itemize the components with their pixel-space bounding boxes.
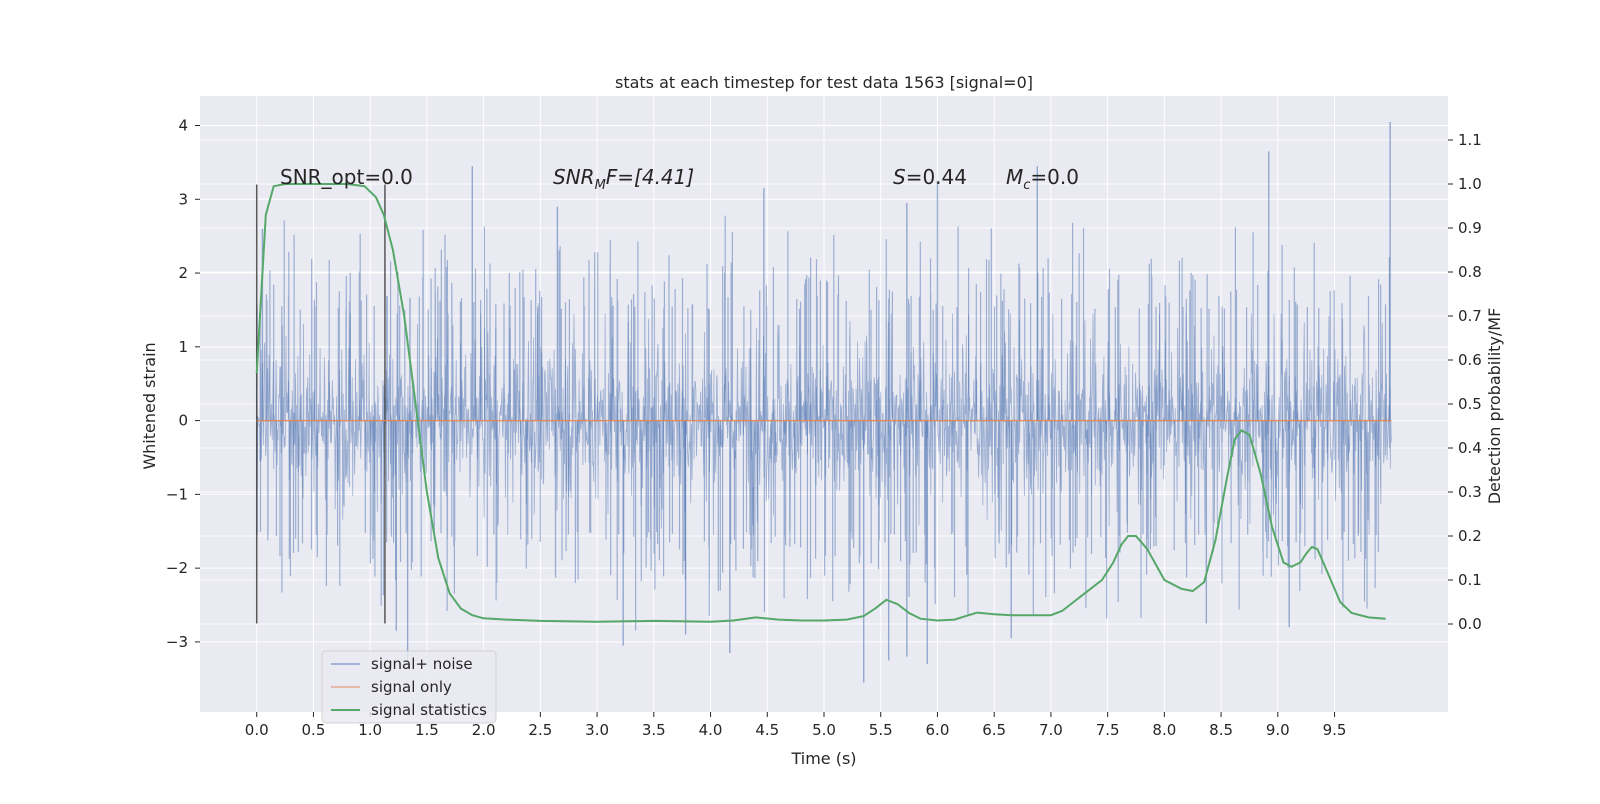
x-tick-label: 7.0 (1039, 721, 1063, 739)
x-tick-label: 8.5 (1209, 721, 1233, 739)
signal-statistics-line (255, 183, 1386, 623)
x-tick-label: 2.0 (472, 721, 496, 739)
annotation-snr-opt: SNR_opt=0.0 (280, 165, 413, 189)
y-tick-label: 4 (178, 117, 188, 135)
y2-tick-label: 0.0 (1458, 615, 1482, 633)
x-tick-label: 3.0 (585, 721, 609, 739)
vertical-markers (255, 184, 386, 624)
x-tick-label: 1.5 (415, 721, 439, 739)
y-tick-label: 3 (178, 190, 188, 208)
y2-tick-label: 1.1 (1458, 131, 1482, 149)
y2-tick-label: 0.1 (1458, 571, 1482, 589)
y2-tick-label: 0.2 (1458, 527, 1482, 545)
signal-noise-series (256, 121, 1392, 683)
x-tick-label: 5.0 (812, 721, 836, 739)
x-tick-label: 8.0 (1152, 721, 1176, 739)
legend-label-stats: signal statistics (371, 701, 487, 719)
y-tick-label: −2 (166, 559, 188, 577)
y-tick-label: 1 (178, 338, 188, 356)
x-tick-label: 6.0 (926, 721, 950, 739)
chart-title: stats at each timestep for test data 156… (615, 73, 1033, 92)
signal-statistics-series (255, 183, 1386, 623)
y2-axis-label: Detection probability/MF (1485, 308, 1504, 505)
y2-tick-label: 0.5 (1458, 395, 1482, 413)
annotation-s: S=0.44 (893, 165, 967, 189)
x-axis-ticks: 0.0 0.5 1.0 1.5 2.0 2.5 3.0 3.5 4.0 4.5 5.0 5.5 6.0 6… (245, 712, 1347, 739)
legend-label-noise: signal+ noise (371, 655, 473, 673)
y2-tick-label: 0.4 (1458, 439, 1482, 457)
y-tick-label: −3 (166, 633, 188, 651)
x-tick-label: 4.0 (699, 721, 723, 739)
x-tick-label: 3.5 (642, 721, 666, 739)
y2-tick-label: 0.7 (1458, 307, 1482, 325)
y2-tick-label: 0.3 (1458, 483, 1482, 501)
x-tick-label: 9.5 (1323, 721, 1347, 739)
x-tick-label: 9.0 (1266, 721, 1290, 739)
x-tick-label: 1.0 (358, 721, 382, 739)
noise-spikes (256, 215, 1390, 631)
legend-box (321, 650, 497, 724)
x-tick-label: 7.5 (1096, 721, 1120, 739)
y2-axis-ticks: 1.1 1.0 0.9 0.8 0.7 0.6 0.5 0.4 0.3 0.2 0.1 0.0 (1448, 131, 1482, 633)
x-axis-label: Time (s) (790, 749, 856, 768)
x-tick-label: 0.5 (302, 721, 326, 739)
y-tick-label: −1 (166, 485, 188, 503)
annotations: SNR_opt=0.0 SNRMF=[4.41] S=0.44 Mc=0.0 (280, 165, 1079, 193)
y-axis-ticks: 4 3 2 1 0 −1 −2 −3 (166, 117, 200, 651)
x-tick-label: 5.5 (869, 721, 893, 739)
y2-tick-label: 0.8 (1458, 263, 1482, 281)
annotation-snr-mf: SNRMF=[4.41] (553, 165, 694, 193)
x-tick-label: 4.5 (755, 721, 779, 739)
y2-tick-label: 0.9 (1458, 219, 1482, 237)
legend-label-signal: signal only (371, 678, 452, 696)
y2-tick-label: 1.0 (1458, 175, 1482, 193)
y-tick-label: 0 (178, 412, 188, 430)
y-axis-label: Whitened strain (140, 342, 159, 469)
y2-tick-label: 0.6 (1458, 351, 1482, 369)
annotation-mc: Mc=0.0 (1006, 165, 1079, 193)
x-tick-label: 0.0 (245, 721, 269, 739)
legend: signal+ noise signal only signal statist… (321, 650, 497, 724)
x-tick-label: 6.5 (982, 721, 1006, 739)
x-tick-label: 2.5 (528, 721, 552, 739)
y-tick-label: 2 (178, 264, 188, 282)
